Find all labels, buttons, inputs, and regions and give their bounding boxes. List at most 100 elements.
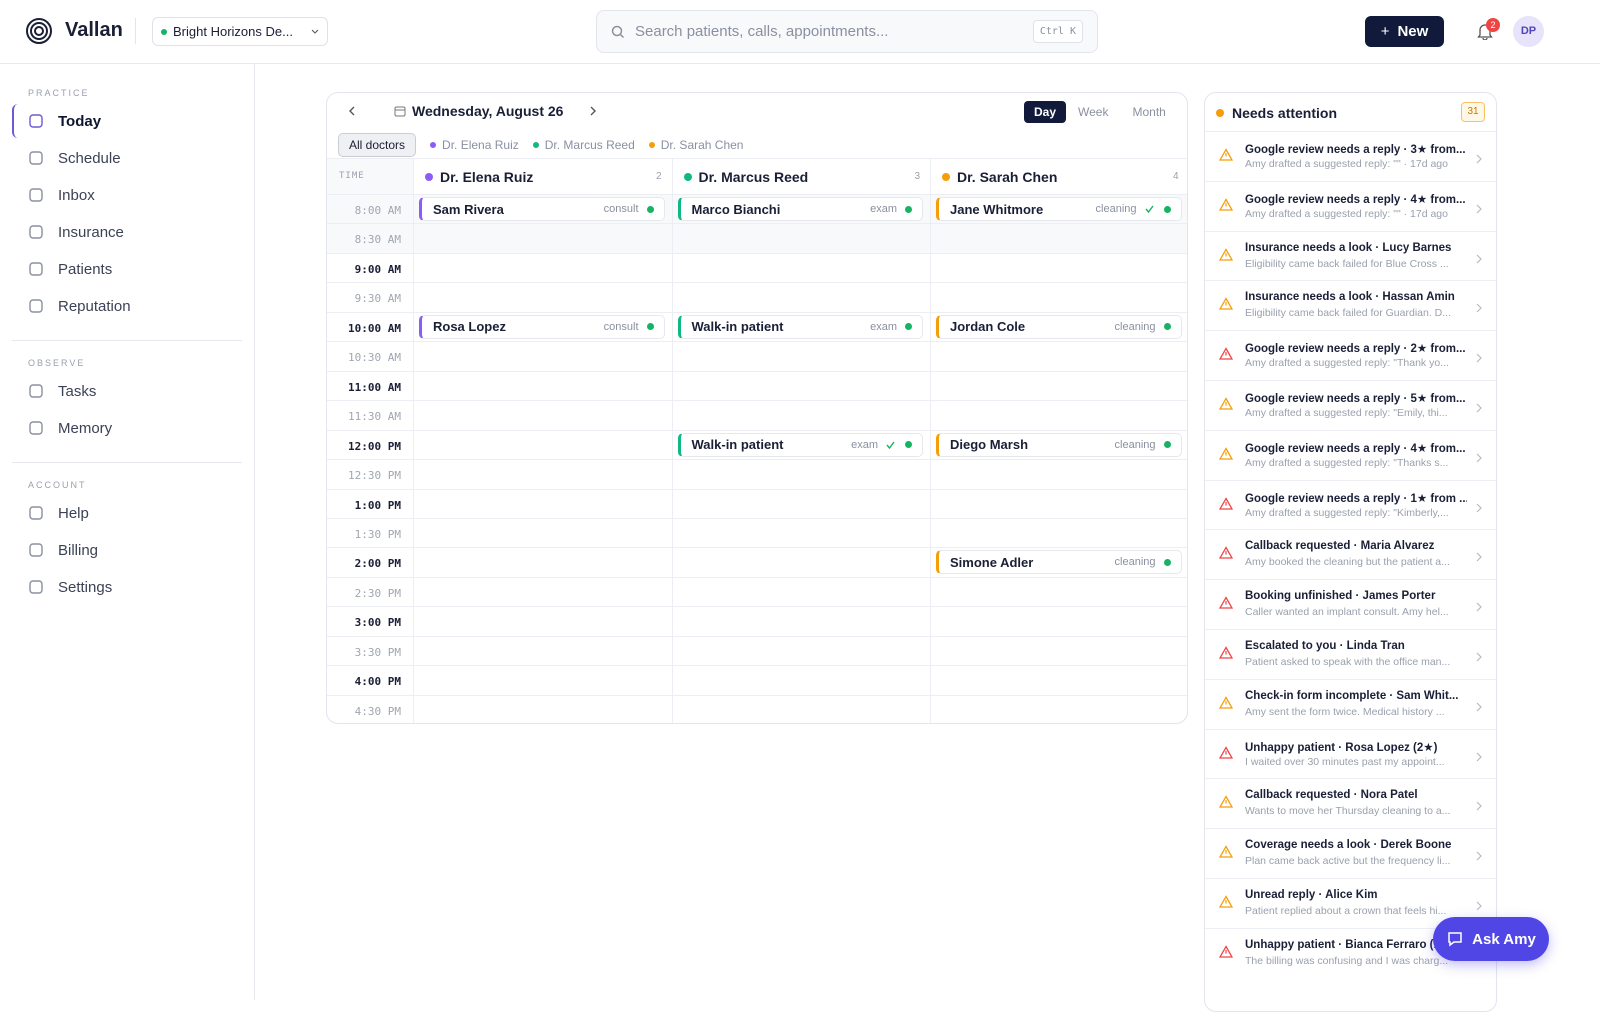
view-tab[interactable]: Week (1078, 105, 1109, 119)
attention-item[interactable]: Google review needs a reply · 3★ from...… (1205, 131, 1496, 181)
time-row: 9:30 AM (327, 282, 1187, 311)
item-title: Callback requested · Maria Alvarez (1245, 540, 1435, 553)
appointment[interactable]: Jane Whitmore cleaning (936, 197, 1182, 221)
top-bar: Vallan Bright Horizons De... Search pati… (0, 0, 1600, 64)
attention-item[interactable]: Insurance needs a look · Lucy Barnes Elig… (1205, 230, 1496, 281)
logo (26, 18, 52, 44)
attention-item[interactable]: Booking unfinished · James Porter Caller … (1205, 579, 1496, 629)
time-row: 9:00 AM (327, 252, 1187, 282)
chevron (1476, 649, 1482, 667)
alert-icon (1218, 845, 1234, 863)
nav-item[interactable]: Schedule (12, 141, 242, 175)
nav-label: Help (58, 504, 89, 522)
appointment[interactable]: Diego Marsh cleaning (936, 432, 1182, 457)
attention-item[interactable]: Google review needs a reply · 5★ from...… (1205, 380, 1496, 430)
nav-label: Memory (58, 419, 113, 437)
nav-label: Tasks (58, 382, 97, 400)
doctor-dot (942, 173, 950, 181)
attention-item[interactable]: Callback requested · Nora Patel Wants to … (1205, 778, 1496, 828)
appointment[interactable]: Sam Rivera consult (419, 197, 665, 221)
attention-item[interactable]: Unread reply · Alice Kim Patient replied … (1205, 878, 1496, 928)
alert-icon (1218, 795, 1234, 813)
section-title: PRACTICE (28, 88, 90, 98)
item-detail: Patient asked to speak with the office m… (1245, 656, 1451, 668)
filter[interactable]: Dr. Elena Ruiz (430, 138, 519, 152)
status-dot (1163, 323, 1171, 331)
attention-item[interactable]: Google review needs a reply · 4★ from...… (1205, 180, 1496, 231)
nav-label: Settings (58, 578, 113, 596)
ask-button[interactable]: Ask Amy (1433, 917, 1549, 961)
item-title: Google review needs a reply · 1★ from ..… (1245, 492, 1467, 505)
chevron (1476, 151, 1482, 169)
attention-item[interactable]: Callback requested · Maria Alvarez Amy bo… (1205, 529, 1496, 579)
chevron (1476, 500, 1482, 518)
checked (1144, 205, 1154, 213)
attention-item[interactable]: Google review needs a reply · 4★ from...… (1205, 429, 1496, 480)
item-detail: Amy drafted a suggested reply: "" · 17d … (1245, 207, 1448, 220)
alert-icon (1218, 895, 1234, 913)
alert-icon (1218, 347, 1234, 365)
nav-label: Schedule (58, 149, 121, 167)
alert-icon (1218, 944, 1234, 963)
filter[interactable]: Dr. Marcus Reed (532, 138, 635, 152)
item-title: Check-in form incomplete · Sam Whit... (1245, 689, 1459, 702)
nav-item[interactable]: Inbox (12, 178, 242, 212)
checked (886, 441, 895, 449)
nav-item[interactable]: Insurance (12, 215, 242, 249)
attention-item[interactable]: Unhappy patient · Rosa Lopez (2★) I waite… (1205, 728, 1496, 779)
appointment[interactable]: Walk-in patient exam (677, 432, 923, 457)
appointment-type: exam (851, 438, 878, 451)
time-label: 3:30 PM (354, 645, 401, 659)
nav-item[interactable]: Billing (12, 533, 242, 567)
attention-item[interactable]: Check-in form incomplete · Sam Whit... Am… (1205, 678, 1496, 729)
appointment[interactable]: Marco Bianchi exam (677, 197, 923, 221)
nav-item[interactable]: Today (12, 104, 242, 138)
filter-dot (648, 142, 655, 148)
view-tab[interactable]: Day (1024, 101, 1067, 123)
attention-item[interactable]: Unhappy patient · Bianca Ferraro (1... Th… (1205, 927, 1496, 978)
alert-icon (1218, 297, 1234, 315)
attention-item[interactable]: Google review needs a reply · 2★ from...… (1205, 330, 1496, 380)
item-detail: Amy drafted a suggested reply: "" · 17d … (1245, 158, 1448, 170)
nav-item[interactable]: Memory (12, 411, 242, 445)
chevron (1476, 300, 1482, 318)
filter[interactable]: All doctors (338, 133, 417, 157)
status-dot (646, 205, 654, 213)
patient-name: Diego Marsh (950, 437, 1029, 453)
notification-badge: 2 (1486, 18, 1500, 32)
new-button[interactable]: + New (1365, 16, 1444, 47)
alert-icon (1218, 745, 1234, 764)
item-title: Unhappy patient · Bianca Ferraro (1... (1245, 938, 1450, 951)
location-select[interactable]: Bright Horizons De... (152, 17, 328, 46)
attention-item[interactable]: Coverage needs a look · Derek Boone Plan … (1205, 828, 1496, 878)
search[interactable]: Search patients, calls, appointments... … (596, 10, 1098, 53)
nav-item[interactable]: Help (12, 496, 242, 530)
avatar[interactable]: DP (1513, 16, 1544, 47)
time-row: 11:30 AM (327, 400, 1187, 429)
time-label: 12:00 PM (348, 439, 401, 453)
nav-item[interactable]: Reputation (12, 289, 242, 323)
appointment[interactable]: Jordan Cole cleaning (936, 314, 1182, 339)
attention-item[interactable]: Escalated to you · Linda Tran Patient ask… (1205, 629, 1496, 679)
appointment[interactable]: Walk-in patient exam (677, 314, 923, 339)
filter[interactable]: Dr. Sarah Chen (648, 138, 743, 152)
nav-label: Today (58, 112, 102, 130)
filter-label: Dr. Elena Ruiz (442, 138, 519, 152)
nav-item[interactable]: Settings (12, 570, 242, 604)
appointment[interactable]: Rosa Lopez consult (419, 314, 665, 339)
appointment[interactable]: Simone Adler cleaning (936, 550, 1182, 575)
view-tab[interactable]: Month (1132, 105, 1166, 119)
doctor-name: Dr. Marcus Reed (698, 169, 809, 185)
nav-item[interactable]: Patients (12, 252, 242, 286)
alert-icon (1218, 646, 1234, 664)
attention-item[interactable]: Google review needs a reply · 1★ from ..… (1205, 479, 1496, 530)
chevron (1476, 350, 1482, 368)
prev[interactable] (347, 105, 357, 117)
nav-item[interactable]: Tasks (12, 374, 242, 408)
attention-item[interactable]: Insurance needs a look · Hassan Amin Elig… (1205, 280, 1496, 330)
alert-icon (1218, 247, 1234, 266)
next[interactable] (588, 105, 598, 117)
chevron (1476, 400, 1482, 418)
doctor-filters: All doctors Dr. Elena Ruiz Dr. Marcus Reed… (338, 133, 743, 157)
